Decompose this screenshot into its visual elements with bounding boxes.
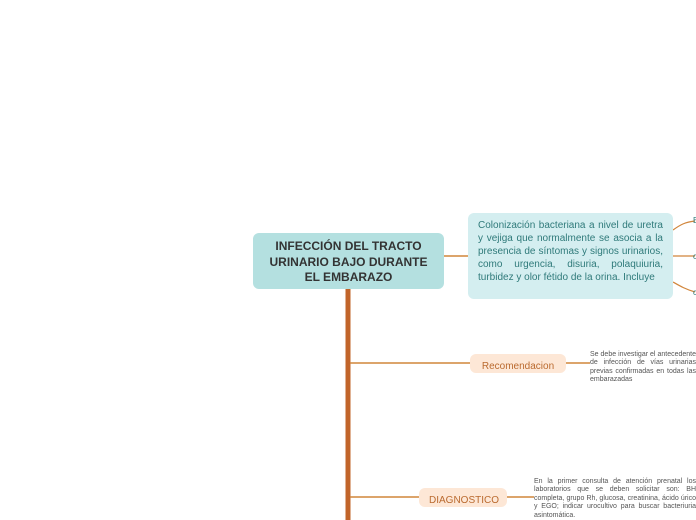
conn-def-p3 [673, 282, 695, 292]
recomendacion-leaf: Se debe investigar el antecedente de inf… [590, 351, 696, 385]
root-node[interactable]: INFECCIÓN DEL TRACTO URINARIO BAJO DURAN… [253, 233, 444, 289]
definition-node[interactable]: Colonización bacteriana a nivel de uretr… [468, 213, 673, 299]
recomendacion-node[interactable]: Recomendacion [470, 354, 566, 373]
conn-def-p1 [673, 221, 695, 230]
diagnostico-leaf: En la primer consulta de atención prenat… [534, 478, 696, 520]
diagnostico-node[interactable]: DIAGNOSTICO [419, 488, 507, 507]
